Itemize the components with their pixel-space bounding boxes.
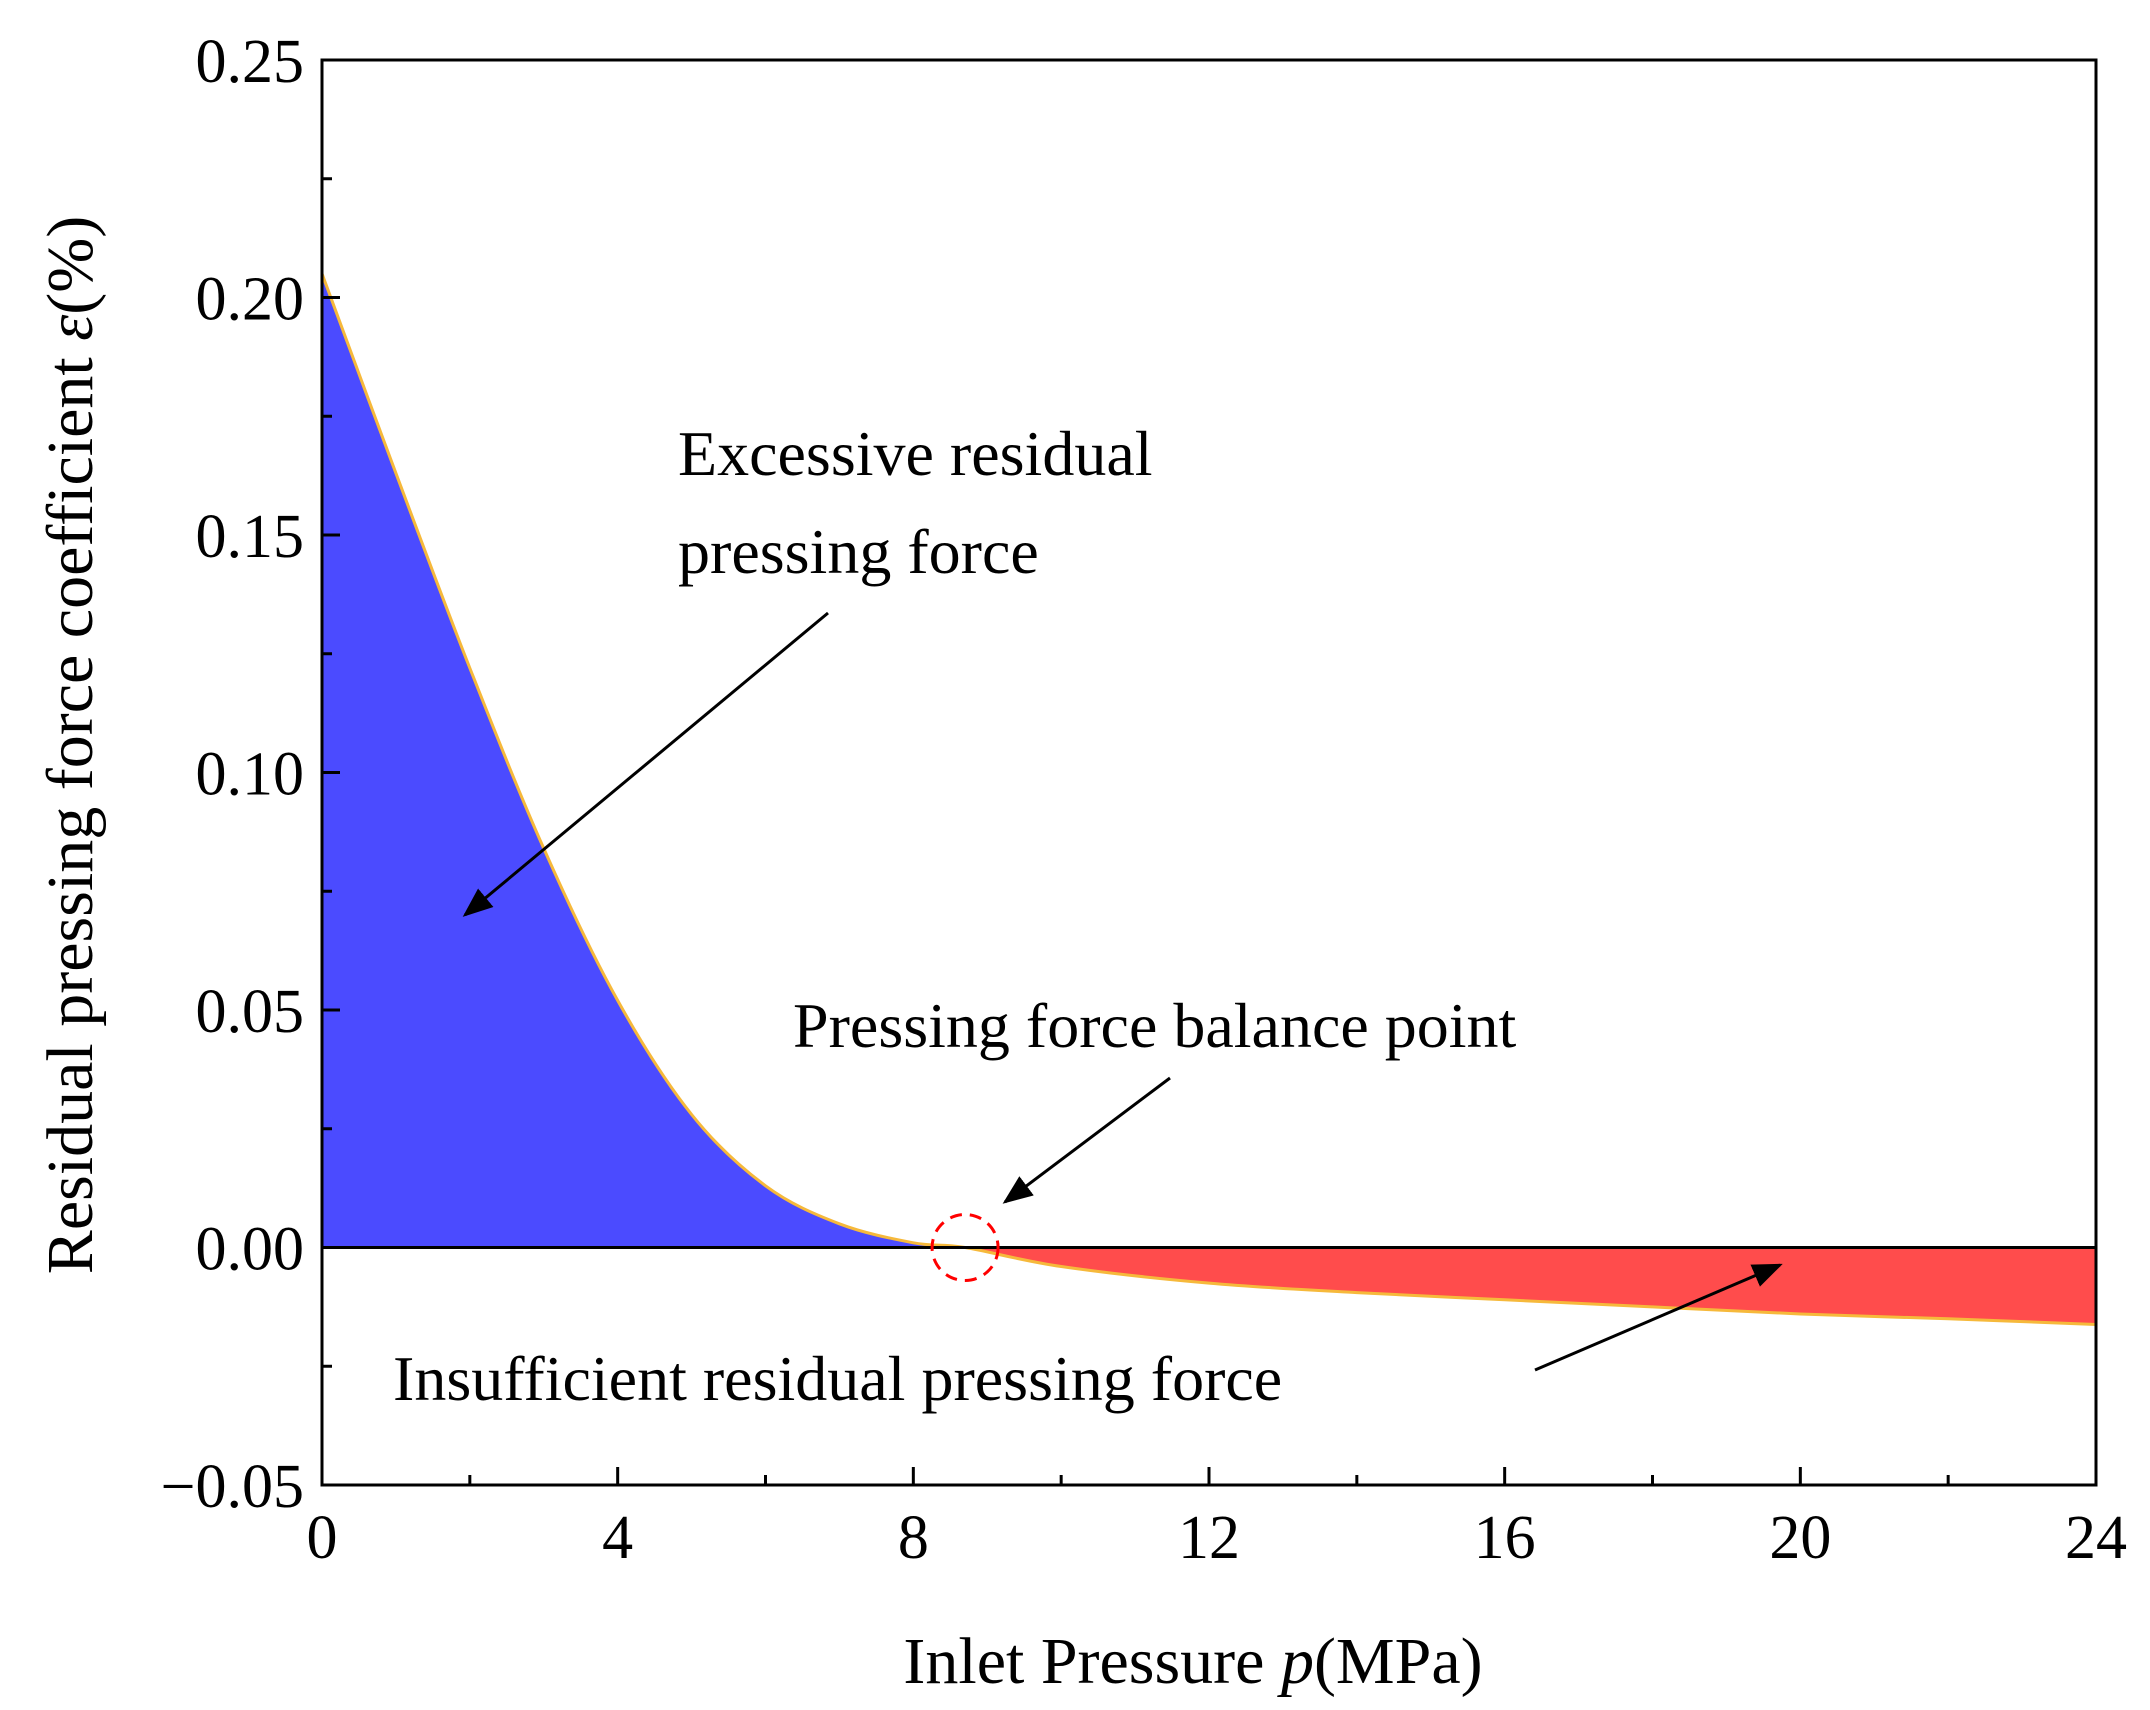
x-tick-label: 24 (2065, 1504, 2127, 1572)
y-tick-label: 0.10 (196, 741, 305, 809)
x-axis-ticks: 0 4 8 12 16 20 24 (307, 1467, 2127, 1572)
x-tick-label: 12 (1178, 1504, 1240, 1572)
annotation-excessive: Excessive residual pressing force (678, 418, 1169, 587)
insufficient-region-fill (965, 1247, 2097, 1325)
y-tick-label: 0.20 (196, 266, 305, 334)
y-tick-label: 0.25 (196, 28, 305, 96)
x-tick-label: 16 (1474, 1504, 1536, 1572)
excessive-region-fill (322, 273, 966, 1248)
y-tick-label: 0.15 (196, 503, 305, 571)
x-tick-label: 0 (307, 1504, 338, 1572)
annotation-insufficient: Insufficient residual pressing force (393, 1343, 1282, 1414)
y-tick-label: −0.05 (161, 1453, 304, 1521)
y-tick-label: 0.05 (196, 978, 305, 1046)
x-tick-label: 20 (1769, 1504, 1831, 1572)
y-axis-ticks: −0.05 0.00 0.05 0.10 0.15 0.20 0.25 (161, 28, 340, 1521)
arrow-balance (1002, 1076, 1171, 1204)
coefficient-curve (320, 273, 2097, 1326)
arrow-excessive (462, 611, 829, 917)
x-axis-title: Inlet Pressure p(MPa) (903, 1625, 1482, 1698)
annotation-balance: Pressing force balance point (793, 990, 1517, 1061)
arrow-insufficient (1534, 1263, 1783, 1372)
fill-regions (322, 273, 2097, 1325)
x-tick-label: 8 (898, 1504, 929, 1572)
x-tick-label: 4 (602, 1504, 633, 1572)
y-tick-label: 0.00 (196, 1216, 305, 1284)
balance-point-marker (930, 1213, 1000, 1282)
y-axis-title: Residual pressing force coefficient ε(%) (34, 216, 107, 1274)
